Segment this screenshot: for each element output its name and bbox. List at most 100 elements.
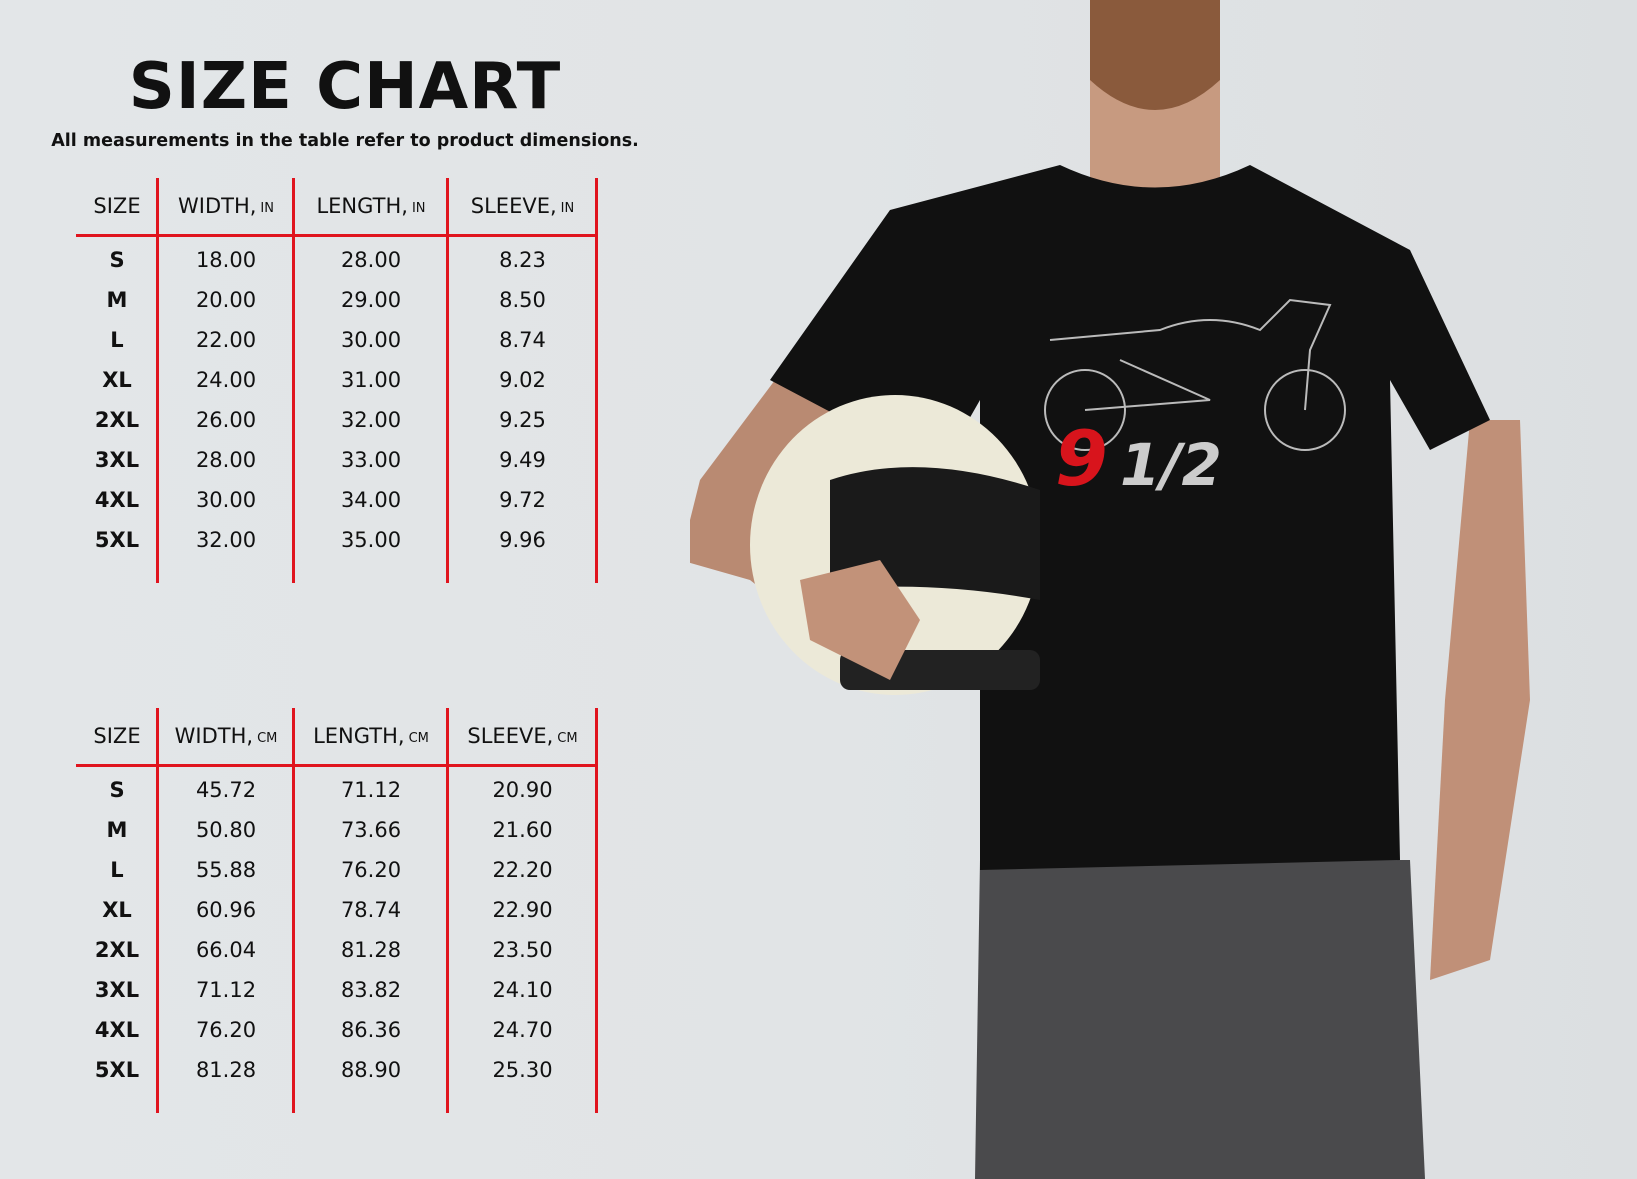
column-header-label: WIDTH, [174, 724, 254, 748]
page-title: SIZE CHART [128, 50, 562, 124]
size-label: 4XL [94, 488, 140, 512]
measurement-cell: 76.20 [340, 858, 402, 882]
measurement-cell: 81.28 [195, 1058, 257, 1082]
size-label: XL [102, 368, 132, 392]
measurement-cell: 33.00 [340, 448, 402, 472]
measurement-cell: 26.00 [195, 408, 257, 432]
measurement-cell: 25.30 [492, 1058, 553, 1082]
size-label: S [109, 248, 125, 272]
size-label: S [109, 778, 125, 802]
column-header-unit: IN [560, 201, 575, 216]
measurement-cell: 45.72 [195, 778, 257, 802]
measurement-cell: 30.00 [340, 328, 402, 352]
measurement-cell: 88.90 [340, 1058, 402, 1082]
measurement-cell: 50.80 [195, 818, 257, 842]
column-divider [292, 178, 295, 583]
size-label: 2XL [94, 408, 140, 432]
column-header: WIDTH, IN [158, 178, 294, 234]
measurement-cell: 66.04 [195, 938, 257, 962]
measurement-cell: 8.74 [499, 328, 546, 352]
measurement-cell: 9.25 [499, 408, 546, 432]
measurement-cell: 22.20 [492, 858, 553, 882]
measurement-cell: 9.72 [499, 488, 546, 512]
measurement-cell: 9.96 [499, 528, 546, 552]
measurement-cell: 28.00 [195, 448, 257, 472]
column-header: SLEEVE, CM [448, 708, 597, 764]
column-header: LENGTH, IN [294, 178, 448, 234]
model-photo: 9 1/2 [690, 0, 1530, 1179]
column-header: SLEEVE, IN [448, 178, 597, 234]
measurement-cell: 24.00 [195, 368, 257, 392]
measurement-cell: 32.00 [340, 408, 402, 432]
page-subtitle: All measurements in the table refer to p… [51, 131, 639, 151]
column-header-label: LENGTH, [313, 724, 405, 748]
measurement-cell: 9.02 [499, 368, 546, 392]
measurement-cell: 30.00 [195, 488, 257, 512]
column-header-label: SLEEVE, [470, 194, 557, 218]
column-divider [446, 708, 449, 1113]
measurement-cell: 29.00 [340, 288, 402, 312]
size-label: L [110, 328, 124, 352]
column-divider [292, 708, 295, 1113]
column-divider [595, 178, 598, 583]
size-table-inches: SIZE WIDTH, IN LENGTH, IN SLEEVE, IN S 18.00 28.0… [76, 178, 600, 583]
column-header-label: SIZE [93, 194, 141, 218]
column-header: SIZE [76, 708, 158, 764]
size-label: 5XL [94, 528, 140, 552]
size-label: 4XL [94, 1018, 140, 1042]
measurement-cell: 71.12 [340, 778, 402, 802]
size-label: XL [102, 898, 132, 922]
column-header: LENGTH, CM [294, 708, 448, 764]
column-header-unit: CM [557, 731, 578, 746]
column-divider [156, 178, 159, 583]
measurement-cell: 76.20 [195, 1018, 257, 1042]
hand [800, 560, 920, 680]
column-header: WIDTH, CM [158, 708, 294, 764]
measurement-cell: 73.66 [340, 818, 402, 842]
size-label: 2XL [94, 938, 140, 962]
size-label: L [110, 858, 124, 882]
size-label: 3XL [94, 978, 140, 1002]
shirt-logo-fraction: 1/2 [1120, 431, 1222, 499]
t-shirt [770, 165, 1490, 870]
measurement-cell: 24.70 [492, 1018, 553, 1042]
header-divider [76, 764, 598, 767]
measurement-cell: 78.74 [340, 898, 402, 922]
column-header-unit: IN [411, 201, 426, 216]
measurement-cell: 28.00 [340, 248, 402, 272]
measurement-cell: 9.49 [499, 448, 546, 472]
measurement-cell: 60.96 [195, 898, 257, 922]
measurement-cell: 21.60 [492, 818, 553, 842]
measurement-cell: 8.50 [499, 288, 546, 312]
size-label: 3XL [94, 448, 140, 472]
jeans [975, 860, 1425, 1179]
header-divider [76, 234, 598, 237]
right-arm [1430, 420, 1530, 980]
measurement-cell: 81.28 [340, 938, 402, 962]
column-divider [156, 708, 159, 1113]
size-label: M [106, 288, 128, 312]
measurement-cell: 22.00 [195, 328, 257, 352]
measurement-cell: 23.50 [492, 938, 553, 962]
measurement-cell: 31.00 [340, 368, 402, 392]
column-divider [595, 708, 598, 1113]
beard [1090, 0, 1220, 110]
measurement-cell: 71.12 [195, 978, 257, 1002]
column-header-unit: CM [408, 731, 429, 746]
column-header-label: WIDTH, [178, 194, 257, 218]
measurement-cell: 18.00 [195, 248, 257, 272]
measurement-cell: 20.90 [492, 778, 553, 802]
measurement-cell: 35.00 [340, 528, 402, 552]
measurement-cell: 34.00 [340, 488, 402, 512]
column-header-label: SLEEVE, [467, 724, 554, 748]
size-label: M [106, 818, 128, 842]
measurement-cell: 20.00 [195, 288, 257, 312]
column-header-label: LENGTH, [316, 194, 408, 218]
measurement-cell: 32.00 [195, 528, 257, 552]
measurement-cell: 55.88 [195, 858, 257, 882]
measurement-cell: 86.36 [340, 1018, 402, 1042]
shirt-logo: 9 [1055, 414, 1108, 503]
measurement-cell: 22.90 [492, 898, 553, 922]
measurement-cell: 8.23 [499, 248, 546, 272]
size-table-centimeters: SIZE WIDTH, CM LENGTH, CM SLEEVE, CM S 45.72 71.1… [76, 708, 600, 1113]
